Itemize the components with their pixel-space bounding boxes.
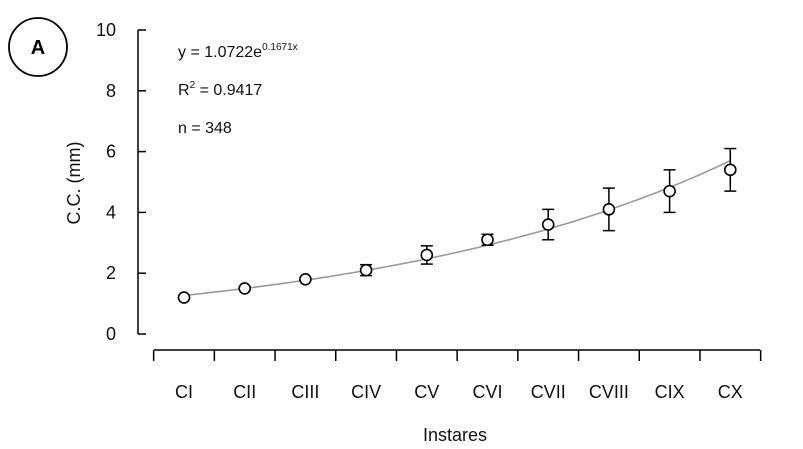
y-tick-label: 10 (96, 20, 116, 40)
data-point (177, 291, 191, 304)
y-tick-label: 2 (106, 263, 116, 283)
x-tick-label: CII (233, 382, 256, 402)
data-point (481, 233, 494, 247)
x-tick-label: CVI (472, 382, 502, 402)
data-point (723, 163, 737, 177)
x-tick-label: CIX (655, 382, 685, 402)
r2-value: = 0.9417 (195, 82, 262, 99)
x-tick-label: CX (718, 382, 743, 402)
data-point (238, 282, 251, 295)
data-point (541, 218, 555, 231)
equation-annotation: y = 1.0722e0.1671x (178, 42, 298, 61)
x-ticks: CI CII CIII CIV CV CVI CVII CVIII CIX CX (152, 350, 762, 402)
data-points (177, 163, 737, 304)
r2-annotation: R2 = 0.9417 (178, 80, 262, 99)
panel-label: A (31, 37, 45, 59)
x-tick-label: CIV (351, 382, 381, 402)
x-tick-label: CI (175, 382, 193, 402)
y-tick-label: 0 (106, 324, 116, 344)
y-tick-label: 6 (106, 142, 116, 162)
x-tick-label: CIII (291, 382, 319, 402)
data-point (359, 263, 373, 277)
x-axis-title: Instares (423, 425, 487, 445)
y-tick-label: 4 (106, 202, 116, 222)
data-point (602, 203, 616, 216)
data-point (420, 248, 434, 262)
error-bars (178, 147, 737, 300)
r2-label: R (178, 82, 190, 99)
panel-badge: A (8, 17, 68, 77)
panel-badge-circle (8, 17, 68, 77)
r2-superscript: 2 (190, 80, 196, 91)
x-tick-label: CV (414, 382, 439, 402)
data-point (663, 184, 676, 198)
x-tick-label: CVII (531, 382, 566, 402)
n-annotation: n = 348 (178, 120, 232, 137)
x-tick-label: CVIII (589, 382, 629, 402)
y-ticks: 0 2 4 6 8 10 (96, 20, 146, 344)
equation-prefix: y = 1.0722e (178, 44, 262, 61)
equation-exponent: 0.1671x (262, 42, 298, 53)
fit-curve (183, 159, 731, 297)
data-point (299, 272, 312, 286)
y-tick-label: 8 (106, 81, 116, 101)
y-axis-title: C.C. (mm) (64, 142, 84, 225)
